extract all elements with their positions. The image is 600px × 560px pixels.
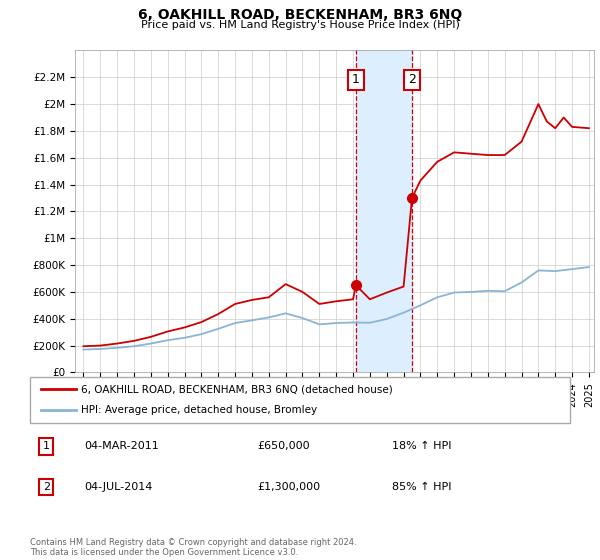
- Text: HPI: Average price, detached house, Bromley: HPI: Average price, detached house, Brom…: [82, 405, 317, 416]
- Text: 1: 1: [352, 73, 360, 86]
- Text: 6, OAKHILL ROAD, BECKENHAM, BR3 6NQ: 6, OAKHILL ROAD, BECKENHAM, BR3 6NQ: [138, 8, 462, 22]
- Text: 04-JUL-2014: 04-JUL-2014: [84, 482, 152, 492]
- FancyBboxPatch shape: [30, 377, 570, 423]
- Text: 2: 2: [408, 73, 416, 86]
- Bar: [356, 50, 412, 372]
- Text: 04-MAR-2011: 04-MAR-2011: [84, 441, 159, 451]
- Text: 2: 2: [43, 482, 50, 492]
- Text: 85% ↑ HPI: 85% ↑ HPI: [392, 482, 451, 492]
- Text: £1,300,000: £1,300,000: [257, 482, 320, 492]
- Text: 6, OAKHILL ROAD, BECKENHAM, BR3 6NQ (detached house): 6, OAKHILL ROAD, BECKENHAM, BR3 6NQ (det…: [82, 384, 393, 394]
- Text: 1: 1: [43, 441, 50, 451]
- Text: £650,000: £650,000: [257, 441, 310, 451]
- Text: Contains HM Land Registry data © Crown copyright and database right 2024.
This d: Contains HM Land Registry data © Crown c…: [30, 538, 356, 557]
- Text: Price paid vs. HM Land Registry's House Price Index (HPI): Price paid vs. HM Land Registry's House …: [140, 20, 460, 30]
- Text: 18% ↑ HPI: 18% ↑ HPI: [392, 441, 451, 451]
